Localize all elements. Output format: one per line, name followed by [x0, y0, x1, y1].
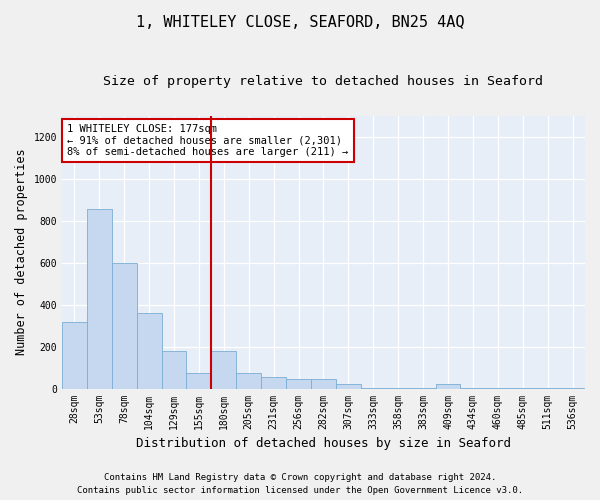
Title: Size of property relative to detached houses in Seaford: Size of property relative to detached ho…	[103, 75, 544, 88]
Bar	[311, 379, 336, 388]
Bar	[62, 322, 87, 388]
Bar	[187, 373, 211, 388]
Bar	[161, 351, 187, 389]
Y-axis label: Number of detached properties: Number of detached properties	[15, 148, 28, 356]
X-axis label: Distribution of detached houses by size in Seaford: Distribution of detached houses by size …	[136, 437, 511, 450]
Text: 1, WHITELEY CLOSE, SEAFORD, BN25 4AQ: 1, WHITELEY CLOSE, SEAFORD, BN25 4AQ	[136, 15, 464, 30]
Bar	[436, 384, 460, 388]
Bar	[112, 262, 137, 388]
Bar	[211, 351, 236, 389]
Bar	[236, 373, 261, 388]
Bar	[87, 209, 112, 388]
Bar	[137, 313, 161, 388]
Bar	[261, 377, 286, 388]
Bar	[286, 379, 311, 388]
Bar	[336, 384, 361, 388]
Text: 1 WHITELEY CLOSE: 177sqm
← 91% of detached houses are smaller (2,301)
8% of semi: 1 WHITELEY CLOSE: 177sqm ← 91% of detach…	[67, 124, 349, 157]
Text: Contains HM Land Registry data © Crown copyright and database right 2024.
Contai: Contains HM Land Registry data © Crown c…	[77, 474, 523, 495]
